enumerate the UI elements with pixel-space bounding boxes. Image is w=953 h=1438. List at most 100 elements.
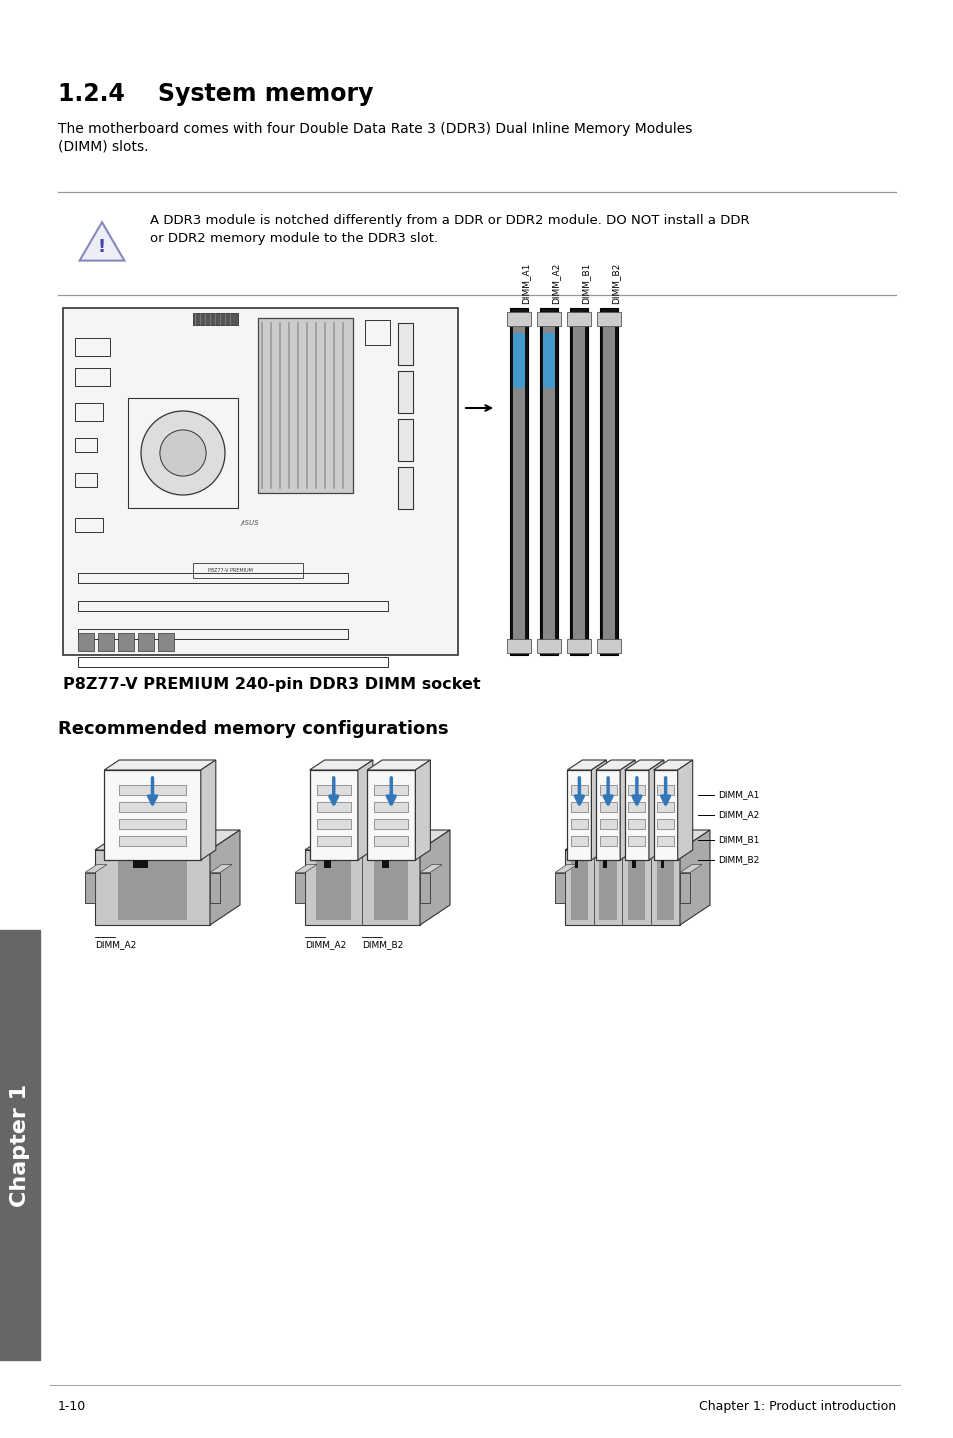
Bar (294, 873, 305, 903)
Text: Chapter 1: Product introduction: Chapter 1: Product introduction (699, 1401, 895, 1414)
Polygon shape (210, 830, 240, 925)
Text: DIMM_B2: DIMM_B2 (718, 856, 759, 864)
Bar (118, 820, 186, 828)
Polygon shape (419, 830, 450, 925)
Bar (660, 860, 663, 869)
Bar (567, 769, 591, 860)
Bar (570, 785, 587, 795)
Bar (602, 316, 615, 647)
Polygon shape (294, 864, 316, 873)
Bar (118, 856, 187, 920)
Bar (78, 601, 388, 611)
Bar (537, 638, 560, 653)
Bar (657, 820, 674, 828)
Bar (374, 856, 408, 920)
Bar (78, 572, 348, 582)
Bar (374, 820, 408, 828)
Bar (657, 835, 674, 846)
Bar (596, 769, 619, 860)
Bar (628, 802, 644, 812)
Bar (75, 439, 97, 452)
Bar (569, 308, 587, 654)
Polygon shape (677, 761, 692, 860)
Bar (574, 860, 578, 869)
Polygon shape (305, 830, 450, 850)
Bar (75, 518, 103, 532)
Bar (599, 785, 616, 795)
Bar (537, 312, 560, 326)
Bar (570, 856, 587, 920)
Polygon shape (619, 761, 635, 860)
Bar (513, 334, 524, 388)
Bar (573, 316, 584, 647)
Bar (257, 318, 353, 493)
Bar (657, 856, 674, 920)
Polygon shape (95, 830, 240, 850)
Polygon shape (564, 830, 709, 850)
Bar (628, 820, 644, 828)
Bar (316, 820, 351, 828)
Text: The motherboard comes with four Double Data Rate 3 (DDR3) Dual Inline Memory Mod: The motherboard comes with four Double D… (58, 122, 692, 137)
Bar (657, 802, 674, 812)
Text: DIMM_B2: DIMM_B2 (610, 263, 619, 303)
Bar (98, 633, 113, 651)
Bar (118, 633, 133, 651)
Bar (118, 785, 186, 795)
Polygon shape (653, 761, 692, 769)
Bar (75, 403, 103, 421)
Text: !: ! (98, 239, 106, 256)
Bar (510, 308, 527, 654)
Bar (210, 873, 220, 903)
Text: Chapter 1: Chapter 1 (10, 1083, 30, 1206)
Bar (632, 860, 635, 869)
Bar (367, 769, 415, 860)
Polygon shape (310, 761, 373, 769)
Bar (316, 835, 351, 846)
Bar (598, 856, 616, 920)
Polygon shape (555, 864, 577, 873)
Bar (75, 473, 97, 487)
Bar (75, 368, 110, 385)
Bar (555, 873, 564, 903)
Polygon shape (79, 223, 124, 260)
Bar (158, 633, 173, 651)
Polygon shape (85, 864, 107, 873)
Bar (324, 860, 331, 869)
Bar (397, 371, 413, 413)
Polygon shape (648, 761, 663, 860)
Bar (381, 860, 389, 869)
Polygon shape (305, 850, 419, 925)
Text: 1.2.4    System memory: 1.2.4 System memory (58, 82, 374, 106)
Bar (679, 873, 689, 903)
Bar (133, 860, 148, 869)
Bar (599, 802, 616, 812)
Bar (653, 769, 677, 860)
Bar (566, 638, 590, 653)
Polygon shape (357, 761, 373, 860)
Bar (310, 769, 357, 860)
Bar (513, 316, 524, 647)
Bar (628, 856, 645, 920)
Bar (599, 308, 618, 654)
Bar (104, 769, 200, 860)
Bar (624, 769, 648, 860)
Bar (566, 312, 590, 326)
Bar (316, 785, 351, 795)
Bar (374, 802, 408, 812)
Bar (85, 873, 95, 903)
Bar (397, 467, 413, 509)
Polygon shape (210, 864, 232, 873)
Polygon shape (567, 761, 606, 769)
Bar (542, 334, 555, 388)
Polygon shape (679, 830, 709, 925)
Text: Recommended memory configurations: Recommended memory configurations (58, 720, 448, 738)
Bar (597, 312, 620, 326)
Bar (118, 802, 186, 812)
Polygon shape (596, 761, 635, 769)
Bar (138, 633, 153, 651)
Bar (78, 628, 348, 638)
Bar (570, 820, 587, 828)
Bar (128, 398, 237, 508)
Bar (570, 835, 587, 846)
Bar (539, 308, 558, 654)
